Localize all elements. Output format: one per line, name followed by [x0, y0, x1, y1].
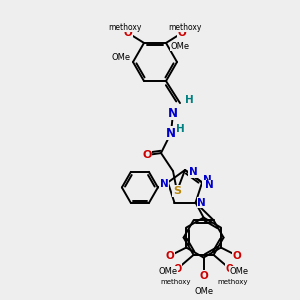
Text: methoxy: methoxy [108, 23, 142, 32]
Text: O: O [199, 271, 208, 281]
Text: N: N [166, 127, 176, 140]
Text: methoxy: methoxy [168, 23, 202, 32]
Text: O: O [232, 250, 241, 261]
Text: OMe: OMe [111, 53, 130, 62]
Text: H: H [176, 124, 184, 134]
Text: OMe: OMe [159, 267, 178, 276]
Text: H: H [184, 95, 194, 105]
Text: N: N [197, 198, 206, 208]
Text: N: N [203, 176, 212, 185]
Text: OMe: OMe [229, 267, 248, 276]
Text: O: O [226, 264, 234, 274]
Text: O: O [178, 28, 186, 38]
Text: O: O [142, 150, 152, 160]
Text: N: N [189, 167, 197, 177]
Text: N: N [205, 180, 214, 190]
Text: N: N [160, 179, 168, 189]
Text: O: O [166, 250, 175, 261]
Text: N: N [168, 106, 178, 120]
Text: methoxy: methoxy [217, 279, 248, 285]
Text: OMe: OMe [194, 286, 213, 296]
Text: O: O [124, 28, 132, 38]
Text: O: O [173, 264, 182, 274]
Text: methoxy: methoxy [160, 279, 191, 285]
Text: S: S [173, 186, 181, 196]
Text: OMe: OMe [170, 42, 190, 51]
